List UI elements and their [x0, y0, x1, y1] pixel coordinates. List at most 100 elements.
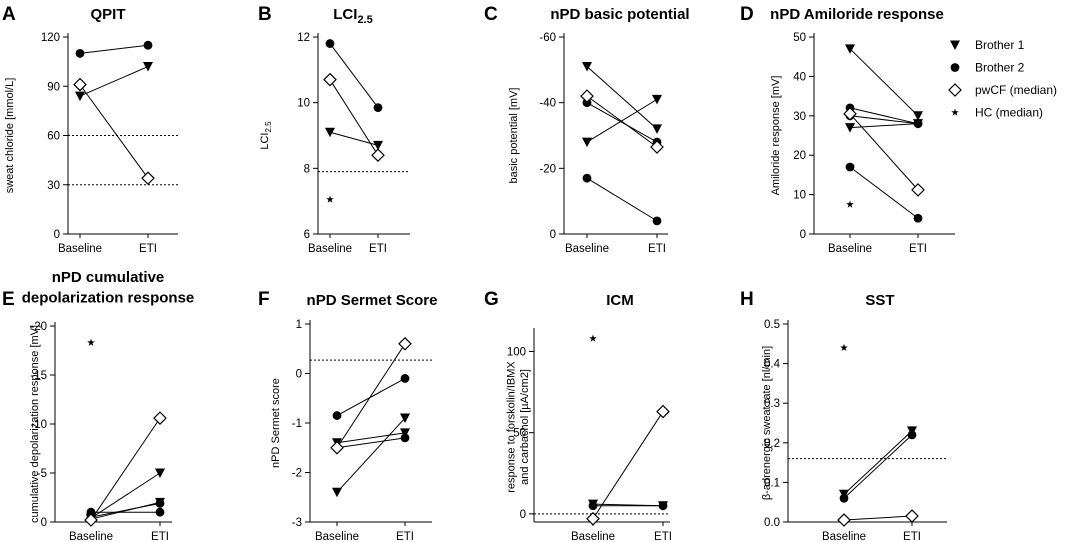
y-tick-label: -40: [539, 98, 556, 110]
brother-2-eti-point: [143, 40, 153, 50]
y-tick-label: 0: [800, 229, 806, 241]
y-tick-label: 30: [47, 180, 60, 192]
brother-1-line: [336, 432, 406, 444]
brother-2-eti-point: [913, 119, 923, 129]
legend-label: Brother 1: [975, 38, 1025, 52]
legend-label: HC (median): [975, 106, 1043, 120]
star-icon: [951, 108, 959, 116]
brother-2-eti-point: [400, 433, 410, 443]
hc-median-point: [846, 200, 854, 208]
x-tick-label: ETI: [369, 243, 387, 255]
brother-1-eti-point: [155, 468, 165, 478]
brother-2-eti-point: [658, 501, 668, 511]
brother-1-eti-point: [400, 413, 410, 424]
brother-2-baseline-point: [845, 162, 855, 172]
y-axis-label: response to forskolin/IBMXand carbachol …: [506, 361, 531, 493]
y-tick-label: 0.5: [764, 319, 780, 331]
y-axis-label: nPD Sermet score: [270, 378, 282, 468]
pwcf-median-eti-point: [650, 140, 664, 154]
brother-2-line: [849, 107, 919, 125]
y-axis-label: Amiloride response [mV]: [770, 76, 782, 196]
brother-2-eti-point: [652, 216, 662, 226]
pwcf-median-baseline-point: [323, 72, 337, 87]
y-tick-label: 0: [41, 517, 47, 529]
legend-item-hc: HC (median): [951, 106, 1043, 120]
y-axis-label: cumulative depolarization response [mV]: [29, 325, 41, 523]
y-axis-label: sweat chloride [mmol/L]: [4, 78, 16, 194]
legend-item-b1: Brother 1: [950, 38, 1025, 52]
pwcf-median-line: [843, 515, 913, 521]
x-tick-label: Baseline: [565, 243, 609, 255]
y-tick-label: 0: [520, 509, 526, 521]
pwcf-median-baseline-point: [330, 440, 344, 455]
y-tick-label: 0.3: [764, 398, 780, 410]
panel-title: ICM: [606, 292, 634, 309]
panel-letter: C: [484, 4, 498, 25]
y-tick-label: -20: [539, 163, 556, 175]
pwcf-median-baseline-point: [73, 77, 87, 92]
brother-1-line: [849, 48, 919, 117]
pwcf-median-eti-point: [911, 183, 925, 197]
circle-icon: [950, 63, 960, 72]
panel-g: G ICM response to forskolin/IBMXand carbac…: [484, 289, 672, 542]
brother-1-line: [586, 66, 658, 130]
pwcf-median-baseline-point: [837, 513, 851, 527]
panel-letter: B: [258, 4, 272, 25]
pwcf-median-line: [586, 95, 658, 148]
x-tick-label: Baseline: [571, 531, 615, 542]
pwcf-median-line: [592, 411, 664, 520]
y-tick-label: 20: [793, 150, 806, 162]
panel-title: nPD Amiloride response: [770, 6, 944, 23]
hc-median-point: [87, 338, 95, 346]
legend-item-b2: Brother 2: [950, 61, 1025, 75]
y-tick-label: -2: [292, 468, 302, 480]
x-tick-label: ETI: [648, 243, 666, 255]
y-tick-label: 90: [47, 81, 60, 93]
brother-2-line: [849, 166, 919, 219]
pwcf-median-line: [336, 343, 406, 449]
brother-1-line: [79, 66, 149, 97]
brother-1-eti-point: [652, 124, 662, 134]
brother-2-eti-point: [907, 430, 917, 440]
legend-label: Brother 2: [975, 61, 1025, 75]
brother-2-line: [90, 502, 161, 518]
brother-1-line: [90, 472, 161, 519]
brother-1-baseline-point: [325, 127, 335, 138]
triangle-down-icon: [950, 40, 960, 50]
y-tick-label: 40: [793, 71, 806, 83]
x-tick-label: Baseline: [58, 243, 102, 255]
y-tick-label: 0.1: [764, 477, 780, 489]
y-tick-label: 8: [304, 163, 310, 175]
panel-letter: E: [2, 289, 15, 310]
y-tick-label: 100: [507, 346, 526, 358]
brother-1-line: [843, 430, 913, 495]
brother-2-eti-point: [373, 103, 383, 112]
panel-title: QPIT: [90, 6, 125, 23]
y-tick-label: -60: [539, 32, 556, 44]
pwcf-median-eti-point: [153, 411, 167, 425]
panel-letter: H: [740, 289, 754, 310]
y-tick-label: -15: [30, 370, 47, 382]
x-tick-label: Baseline: [308, 243, 352, 255]
y-tick-label: 10: [297, 98, 310, 110]
brother-2-eti-point: [155, 498, 165, 508]
brother-2-line: [336, 437, 406, 449]
y-tick-label: 50: [513, 428, 526, 440]
y-tick-label: 12: [297, 32, 310, 44]
x-tick-label: Baseline: [69, 531, 113, 542]
pwcf-median-line: [329, 79, 379, 156]
panel-title: LCI2.5: [333, 6, 372, 26]
panel-title: nPD basic potential: [550, 6, 689, 23]
y-tick-label: 0.0: [764, 517, 780, 529]
hc-median-point: [589, 334, 597, 342]
panel-a: A QPIT sweat chloride [mmol/L] 0 30 60 90 120 Ba…: [2, 4, 178, 255]
y-tick-label: 120: [41, 32, 60, 44]
panel-letter: A: [2, 4, 16, 25]
pwcf-median-line: [79, 84, 149, 179]
pwcf-median-baseline-point: [586, 511, 600, 526]
panel-letter: G: [484, 289, 499, 310]
